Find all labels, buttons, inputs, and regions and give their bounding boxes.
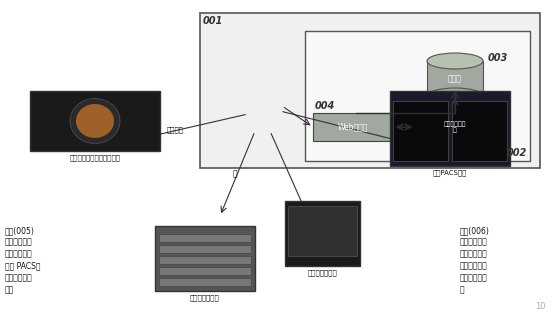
FancyBboxPatch shape [415,113,495,141]
FancyBboxPatch shape [155,226,255,291]
FancyBboxPatch shape [313,113,393,141]
FancyBboxPatch shape [30,91,160,151]
Text: 003: 003 [488,53,508,63]
Ellipse shape [235,66,275,96]
Text: 001: 001 [203,16,223,26]
Text: 图像存储工作站: 图像存储工作站 [190,294,220,301]
Text: 输出(006)
网页、社交媒
体、云存储、
计算机、智能
手机、打印媒
介: 输出(006) 网页、社交媒 体、云存储、 计算机、智能 手机、打印媒 介 [460,226,490,294]
Ellipse shape [427,88,483,104]
FancyBboxPatch shape [159,267,251,275]
FancyBboxPatch shape [200,13,540,168]
FancyBboxPatch shape [305,31,530,161]
Text: Web服务器: Web服务器 [338,123,368,131]
FancyBboxPatch shape [390,91,510,166]
Text: 健康指数服务
器: 健康指数服务 器 [444,121,466,133]
FancyBboxPatch shape [159,256,251,264]
FancyBboxPatch shape [159,234,251,242]
Text: 医疗PACS系统: 医疗PACS系统 [433,169,467,176]
Text: 002: 002 [507,148,527,158]
FancyBboxPatch shape [393,101,448,161]
FancyBboxPatch shape [427,61,483,96]
Text: 输入(005)
网页、社交媒
体、云存储、
医院 PACS、
计算机、智能
手机: 输入(005) 网页、社交媒 体、云存储、 医院 PACS、 计算机、智能 手机 [5,226,40,294]
FancyBboxPatch shape [159,278,251,286]
FancyBboxPatch shape [159,245,251,253]
FancyBboxPatch shape [285,201,360,266]
Ellipse shape [243,56,293,81]
Ellipse shape [282,82,328,120]
Text: 智能手机或平板或个人电脑: 智能手机或平板或个人电脑 [69,154,121,161]
Ellipse shape [233,69,303,124]
Text: 004: 004 [315,101,335,111]
Ellipse shape [207,82,253,120]
Text: 数据库: 数据库 [448,74,462,83]
Ellipse shape [265,64,305,94]
FancyBboxPatch shape [452,101,507,161]
Ellipse shape [427,53,483,69]
Ellipse shape [76,104,114,138]
Ellipse shape [70,99,120,143]
Text: 10: 10 [535,302,545,311]
FancyBboxPatch shape [288,206,357,256]
Text: 深采集委: 深采集委 [167,126,183,133]
Text: 健: 健 [233,169,238,178]
Text: 图片诊断工作站: 图片诊断工作站 [307,269,338,276]
